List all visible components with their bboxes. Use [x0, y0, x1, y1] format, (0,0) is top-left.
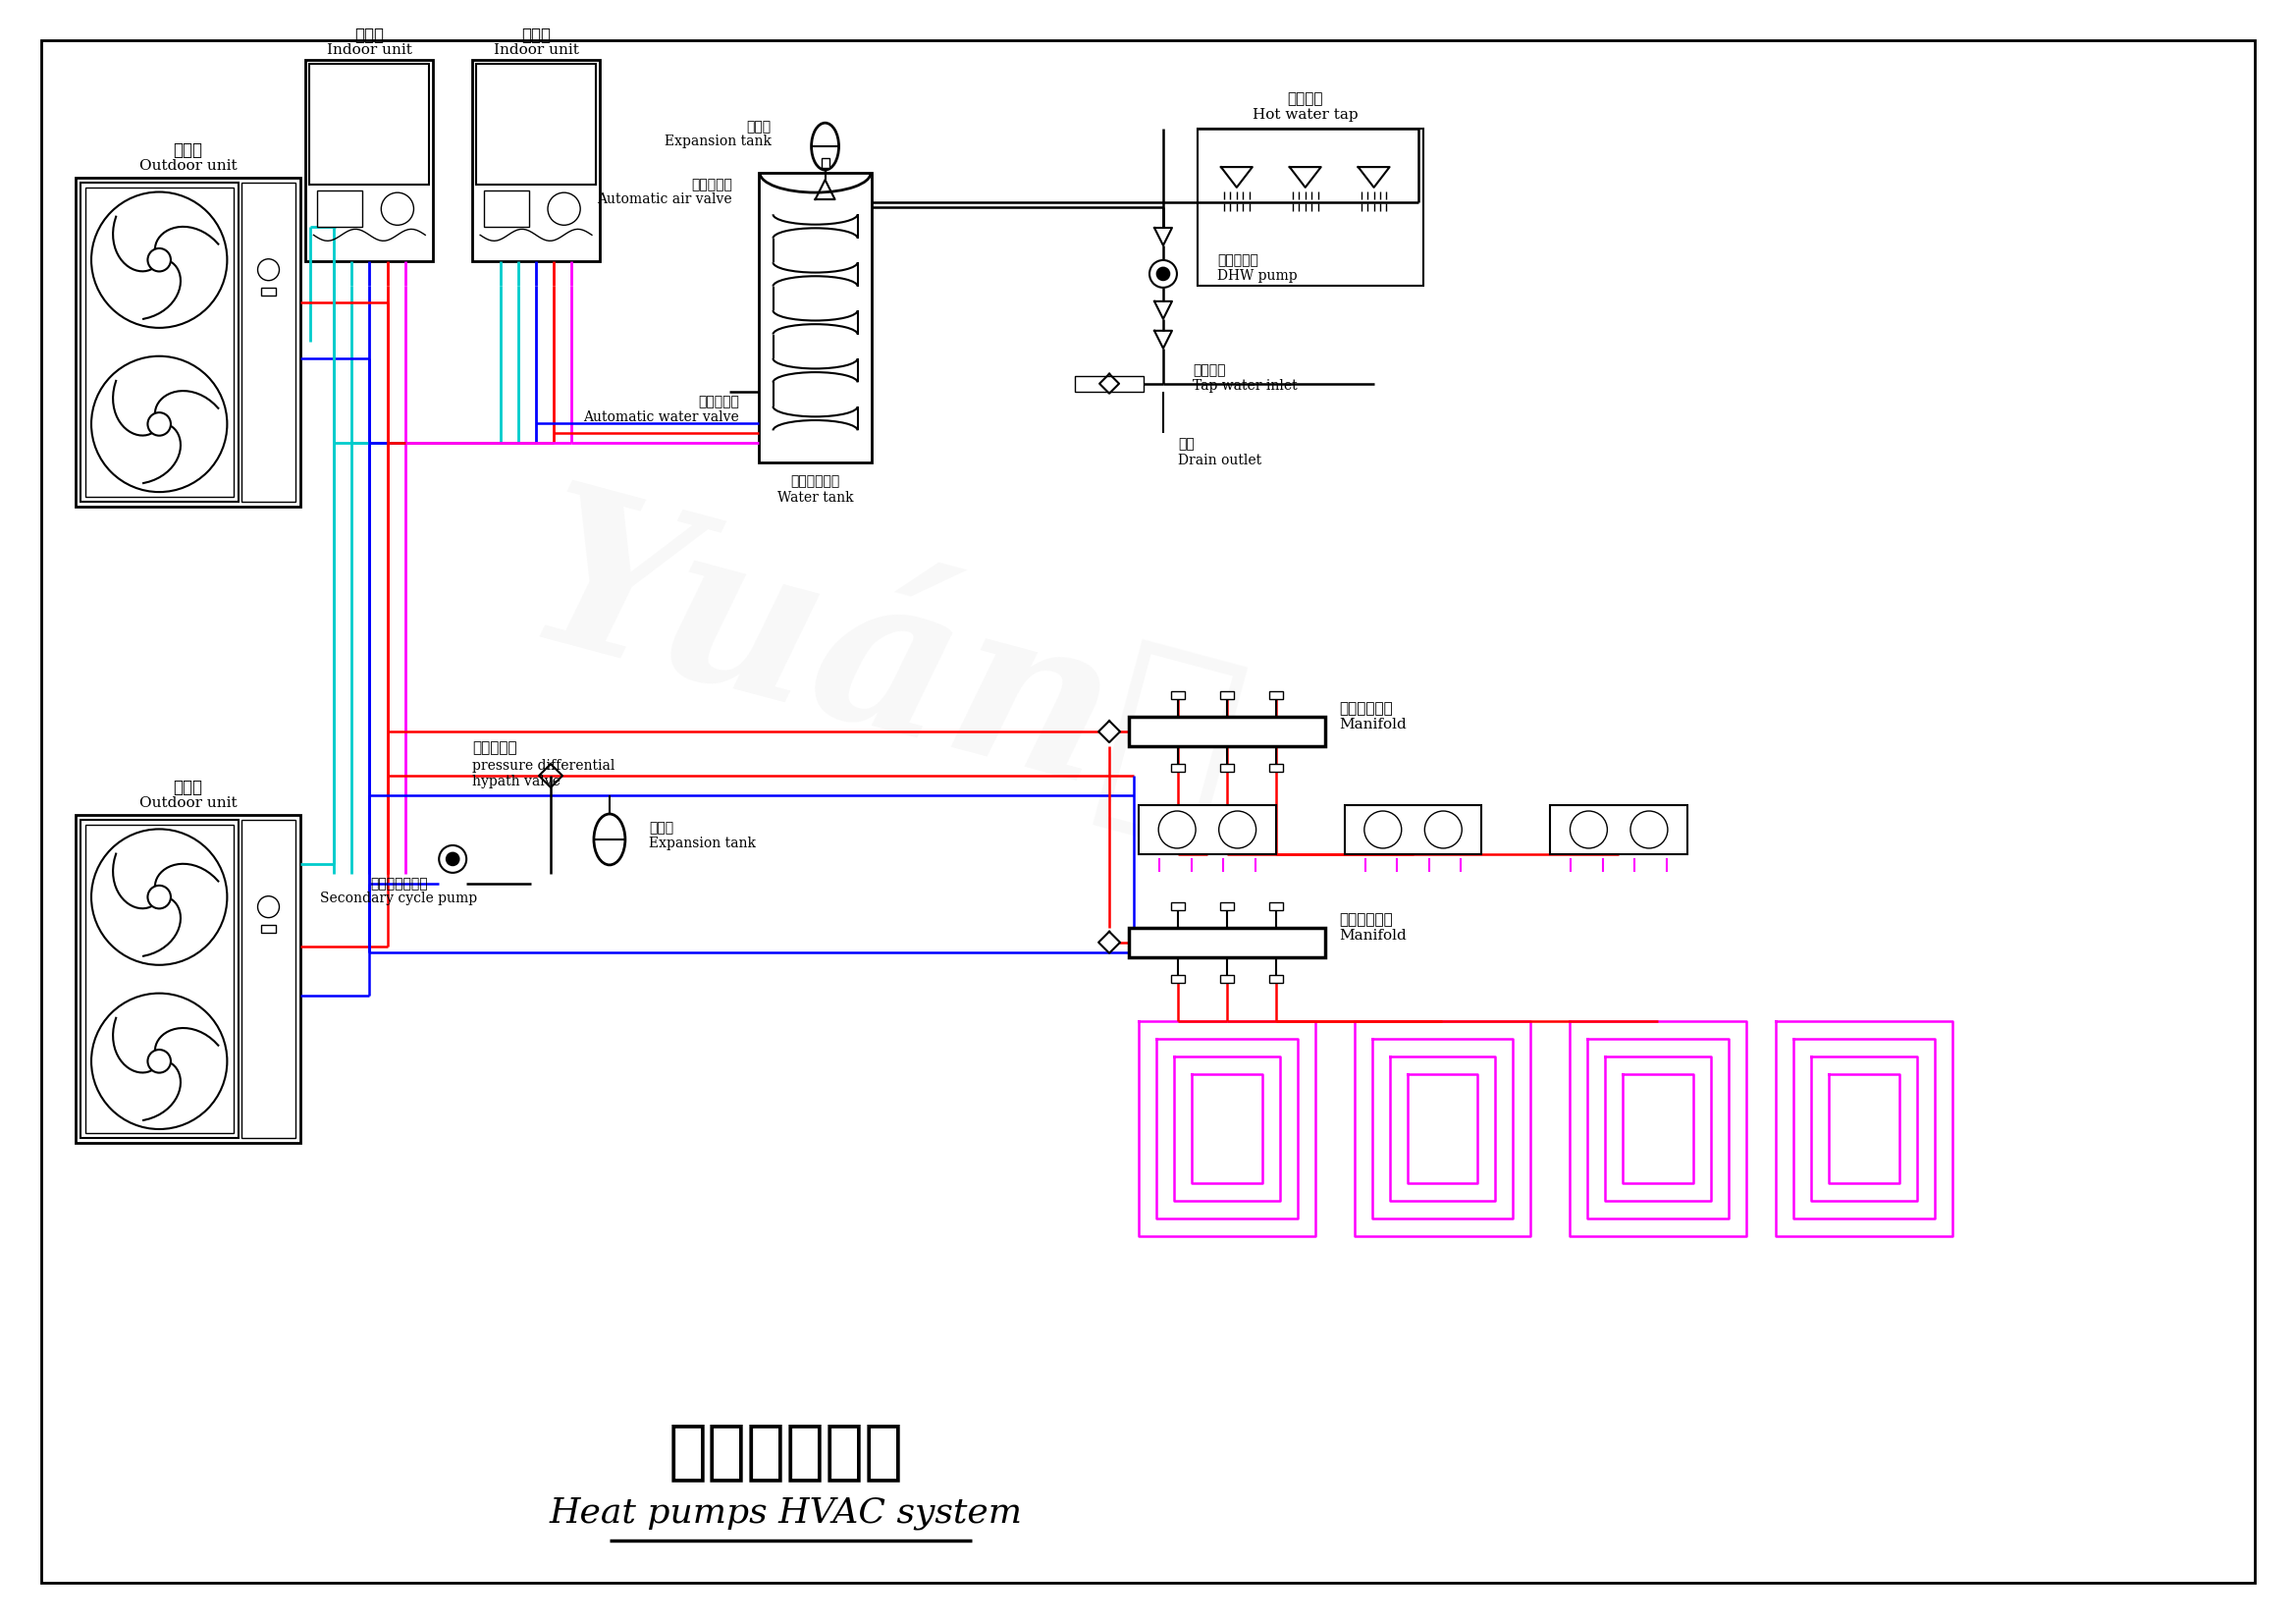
Circle shape: [257, 260, 280, 281]
Circle shape: [147, 886, 170, 909]
Text: Yuán壹: Yuán壹: [505, 471, 1263, 865]
Bar: [1219, 764, 1233, 773]
Circle shape: [1157, 268, 1169, 281]
Text: Tap water inlet: Tap water inlet: [1192, 378, 1297, 393]
Circle shape: [147, 248, 170, 271]
Bar: [241, 820, 296, 1138]
Text: Water tank: Water tank: [778, 490, 854, 505]
Text: 室内机: 室内机: [521, 28, 551, 44]
Bar: [1270, 902, 1283, 911]
Bar: [1270, 975, 1283, 982]
Bar: [1270, 764, 1283, 773]
Bar: [317, 192, 363, 227]
Text: DHW pump: DHW pump: [1217, 269, 1297, 282]
Text: Manifold: Manifold: [1339, 717, 1407, 732]
Text: Expansion tank: Expansion tank: [664, 135, 771, 148]
Circle shape: [1424, 812, 1463, 849]
Text: Hot water tap: Hot water tap: [1251, 109, 1359, 122]
Bar: [1219, 902, 1233, 911]
Bar: [262, 287, 276, 295]
Circle shape: [92, 192, 227, 328]
Bar: [475, 63, 595, 185]
Bar: [85, 188, 234, 497]
Bar: [1130, 717, 1325, 747]
Bar: [1550, 805, 1688, 854]
Text: 空调系统二次泵: 空调系统二次泵: [370, 876, 427, 891]
Text: 室外机: 室外机: [174, 141, 202, 159]
Circle shape: [445, 852, 459, 865]
Text: 双热泵系统图: 双热泵系统图: [668, 1420, 905, 1483]
Text: 自动换气阀: 自动换气阀: [691, 179, 732, 192]
Text: 空调集分水器: 空调集分水器: [1339, 703, 1394, 716]
Bar: [1345, 805, 1481, 854]
Text: 室内机: 室内机: [354, 28, 383, 44]
Text: Secondary cycle pump: Secondary cycle pump: [319, 891, 478, 906]
Bar: [484, 192, 528, 227]
Text: Expansion tank: Expansion tank: [650, 836, 755, 850]
Bar: [1171, 691, 1185, 700]
Circle shape: [147, 1050, 170, 1073]
Circle shape: [92, 355, 227, 492]
Text: Indoor unit: Indoor unit: [494, 44, 579, 57]
Circle shape: [1150, 260, 1178, 287]
Bar: [1171, 975, 1185, 982]
Text: hypath valve: hypath valve: [473, 774, 560, 789]
Text: Automatic water valve: Automatic water valve: [583, 411, 739, 424]
Text: 室外机: 室外机: [174, 779, 202, 795]
Circle shape: [381, 193, 413, 226]
Circle shape: [92, 993, 227, 1130]
Bar: [1219, 691, 1233, 700]
Bar: [305, 60, 434, 261]
Text: 热水龙头: 热水龙头: [1288, 93, 1322, 105]
Text: Automatic air valve: Automatic air valve: [597, 193, 732, 206]
Bar: [1199, 128, 1424, 286]
Text: 生活热水水箱: 生活热水水箱: [790, 476, 840, 489]
Text: Indoor unit: Indoor unit: [326, 44, 411, 57]
Text: Outdoor unit: Outdoor unit: [140, 159, 236, 174]
Circle shape: [257, 896, 280, 917]
Circle shape: [92, 829, 227, 966]
Bar: [1075, 377, 1143, 391]
Text: 排水: 排水: [1178, 438, 1194, 451]
Bar: [76, 815, 301, 1143]
Ellipse shape: [595, 815, 625, 865]
Bar: [1130, 928, 1325, 958]
Circle shape: [1630, 812, 1667, 849]
Circle shape: [549, 193, 581, 226]
Circle shape: [1219, 812, 1256, 849]
Text: 压差旁通阀: 压差旁通阀: [473, 742, 517, 755]
Text: 生活热水泵: 生活热水泵: [1217, 253, 1258, 268]
Text: pressure differential: pressure differential: [473, 760, 615, 773]
Bar: [310, 63, 429, 185]
Circle shape: [1159, 812, 1196, 849]
Bar: [241, 183, 296, 502]
Bar: [85, 824, 234, 1133]
Circle shape: [1364, 812, 1401, 849]
Text: 自动补水阀: 自动补水阀: [698, 394, 739, 407]
Circle shape: [1570, 812, 1607, 849]
Text: Drain outlet: Drain outlet: [1178, 453, 1261, 467]
Text: Manifold: Manifold: [1339, 928, 1407, 943]
Bar: [76, 179, 301, 506]
Text: Heat pumps HVAC system: Heat pumps HVAC system: [549, 1496, 1022, 1529]
Ellipse shape: [810, 123, 838, 170]
Bar: [80, 183, 239, 502]
Text: Outdoor unit: Outdoor unit: [140, 797, 236, 810]
Bar: [262, 925, 276, 932]
Text: 膨胀罐: 膨胀罐: [650, 821, 673, 834]
Text: 自来水进: 自来水进: [1192, 364, 1226, 377]
Bar: [1270, 691, 1283, 700]
Text: 膨胀罐: 膨胀罐: [746, 120, 771, 133]
Bar: [760, 174, 872, 463]
Bar: [80, 820, 239, 1138]
Bar: [1171, 764, 1185, 773]
Circle shape: [147, 412, 170, 435]
Circle shape: [439, 846, 466, 873]
Text: 地暖集分水器: 地暖集分水器: [1339, 914, 1394, 927]
Bar: [1171, 902, 1185, 911]
Bar: [1139, 805, 1277, 854]
Bar: [822, 157, 829, 169]
Bar: [473, 60, 599, 261]
Bar: [1219, 975, 1233, 982]
